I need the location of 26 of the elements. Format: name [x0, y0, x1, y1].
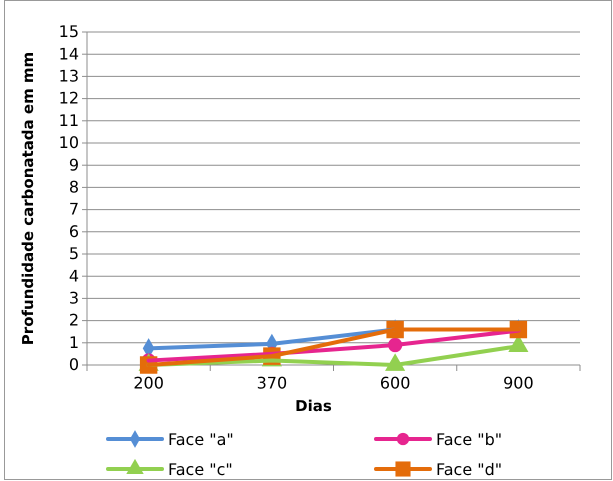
legend-label: Face "b" — [436, 430, 502, 449]
y-tick-label: 13 — [58, 66, 79, 86]
y-tick-label: 0 — [68, 355, 79, 374]
y-tick-label: 5 — [68, 244, 79, 264]
x-tick-label: 200 — [133, 373, 164, 392]
y-tick-label: 12 — [58, 88, 79, 108]
y-tick-label: 6 — [68, 222, 79, 241]
legend-label: Face "c" — [168, 460, 233, 479]
x-axis-title: Dias — [295, 397, 332, 415]
legend-label: Face "a" — [168, 430, 234, 449]
y-tick-label: 3 — [68, 288, 79, 308]
y-tick-label: 11 — [58, 110, 79, 130]
legend-label: Face "d" — [436, 460, 502, 479]
y-tick-label: 9 — [68, 155, 79, 174]
y-tick-label: 8 — [68, 178, 79, 197]
y-tick-label: 1 — [68, 332, 79, 352]
y-tick-label: 14 — [58, 44, 79, 64]
y-tick-label: 7 — [68, 200, 79, 219]
y-tick-label: 15 — [58, 22, 79, 42]
x-tick-label: 370 — [256, 373, 288, 392]
x-tick-label: 600 — [380, 373, 410, 392]
y-axis-title: Profundidade carbonatada em mm — [19, 52, 37, 346]
y-tick-label: 2 — [68, 310, 79, 330]
y-tick-label: 10 — [58, 133, 79, 152]
y-tick-label: 4 — [68, 266, 79, 286]
x-tick-label: 900 — [503, 373, 534, 392]
